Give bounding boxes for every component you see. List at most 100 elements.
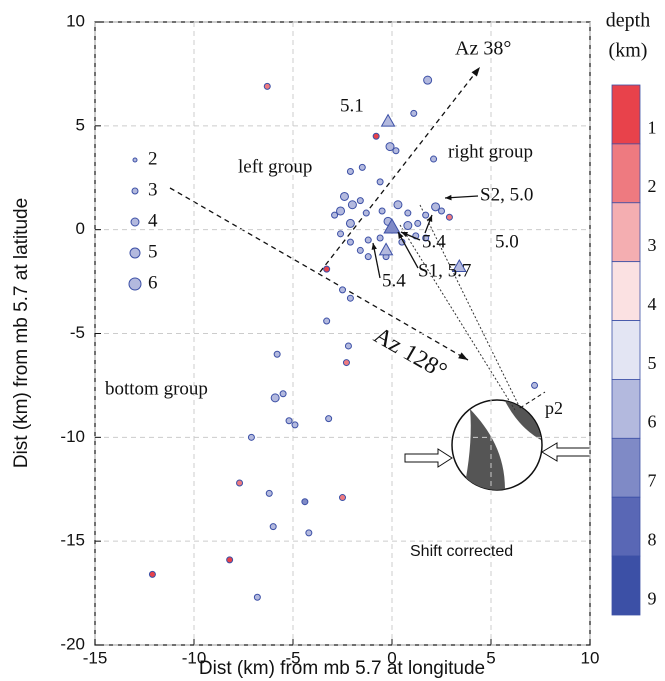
colorbar-band bbox=[611, 261, 641, 321]
colorbar-band bbox=[611, 379, 641, 439]
y-tick-label: -5 bbox=[70, 323, 85, 342]
colorbar-tick-label: 6 bbox=[648, 412, 657, 432]
arrow-head bbox=[471, 67, 480, 77]
colorbar-tick-label: 2 bbox=[648, 176, 657, 196]
event bbox=[344, 342, 352, 350]
event bbox=[364, 253, 372, 261]
event-triangle bbox=[451, 259, 467, 273]
event bbox=[253, 593, 261, 601]
event bbox=[236, 479, 244, 487]
arrow bbox=[397, 231, 419, 269]
event bbox=[301, 498, 309, 506]
event bbox=[356, 197, 364, 205]
annotation: bottom group bbox=[105, 378, 208, 399]
y-tick-label: 10 bbox=[66, 11, 85, 30]
event bbox=[376, 234, 384, 242]
event bbox=[422, 234, 430, 242]
size-legend-label: 2 bbox=[148, 148, 158, 169]
arrow-head bbox=[445, 194, 452, 201]
y-tick-label: -10 bbox=[60, 427, 85, 446]
focal-mechanism bbox=[399, 204, 591, 491]
colorbar-band bbox=[611, 496, 641, 557]
colorbar-band bbox=[611, 437, 641, 498]
annotation: S1, 5.7 bbox=[418, 260, 471, 281]
event bbox=[423, 75, 433, 85]
colorbar-tick-label: 1 bbox=[648, 117, 657, 137]
event bbox=[356, 246, 364, 254]
x-tick-label: 5 bbox=[486, 648, 495, 667]
event bbox=[285, 417, 293, 425]
event bbox=[378, 207, 386, 215]
colorbar-band bbox=[611, 202, 641, 263]
y-axis-label: Dist (km) from mb 5.7 at latitude bbox=[11, 198, 32, 468]
event bbox=[346, 238, 354, 246]
event bbox=[331, 211, 339, 219]
event bbox=[531, 381, 539, 389]
arrow-head bbox=[401, 231, 408, 238]
size-legend-label: 5 bbox=[148, 241, 158, 262]
event bbox=[345, 218, 355, 228]
event bbox=[323, 317, 331, 325]
annotation: 5.0 bbox=[495, 231, 519, 252]
event bbox=[376, 178, 384, 186]
size-legend-marker bbox=[132, 157, 138, 163]
event bbox=[247, 433, 255, 441]
colorbar-band bbox=[611, 143, 641, 204]
annotation: 5.4 bbox=[382, 270, 406, 291]
event bbox=[273, 350, 281, 358]
event bbox=[362, 209, 370, 217]
size-legend-label: 4 bbox=[148, 210, 158, 231]
event-triangle bbox=[380, 113, 396, 127]
event bbox=[291, 421, 299, 429]
event bbox=[336, 206, 346, 216]
annotation: 5.1 bbox=[340, 95, 364, 116]
event bbox=[339, 191, 349, 201]
event bbox=[148, 570, 156, 578]
azimuth-line bbox=[319, 66, 481, 273]
y-tick-label: 0 bbox=[76, 219, 85, 238]
azimuth-line bbox=[169, 187, 469, 361]
event-triangle bbox=[378, 242, 394, 256]
annotation: Az 128° bbox=[369, 322, 451, 384]
x-tick-label: 10 bbox=[581, 648, 600, 667]
event bbox=[445, 213, 453, 221]
event bbox=[337, 230, 345, 238]
event bbox=[364, 236, 372, 244]
event bbox=[372, 132, 380, 140]
event bbox=[269, 523, 277, 531]
event bbox=[323, 265, 331, 273]
size-legend-marker bbox=[131, 187, 139, 195]
arrow-head bbox=[458, 352, 468, 360]
size-legend-label: 3 bbox=[148, 179, 158, 200]
y-tick-label: 5 bbox=[76, 115, 85, 134]
colorbar-band bbox=[611, 320, 641, 380]
x-axis-label: Dist (km) from mb 5.7 at longitude bbox=[199, 658, 485, 679]
event bbox=[431, 202, 441, 212]
event bbox=[339, 494, 346, 502]
colorbar-band bbox=[611, 555, 641, 616]
colorbar-title: (km) bbox=[609, 40, 648, 62]
event bbox=[392, 147, 400, 155]
event bbox=[346, 294, 354, 302]
x-tick-label: -5 bbox=[285, 648, 300, 667]
annotation: Az 38° bbox=[455, 38, 511, 60]
compression-arrow bbox=[541, 442, 591, 462]
event bbox=[414, 219, 422, 227]
annotation: left group bbox=[238, 156, 312, 177]
x-tick-label: -10 bbox=[182, 648, 207, 667]
arrow-head bbox=[398, 232, 404, 239]
colorbar-title: depth bbox=[606, 10, 650, 32]
event bbox=[226, 556, 234, 564]
event bbox=[393, 200, 403, 210]
annotation: Shift corrected bbox=[410, 543, 513, 560]
size-legend-label: 6 bbox=[148, 272, 158, 293]
annotation: right group bbox=[448, 141, 533, 162]
colorbar-tick-label: 3 bbox=[648, 235, 657, 255]
event bbox=[265, 489, 273, 497]
compression-arrow bbox=[404, 448, 453, 468]
event-triangle bbox=[383, 218, 401, 234]
event bbox=[430, 155, 438, 163]
colorbar-band bbox=[611, 84, 641, 145]
annotation: 5.4 bbox=[422, 231, 446, 252]
